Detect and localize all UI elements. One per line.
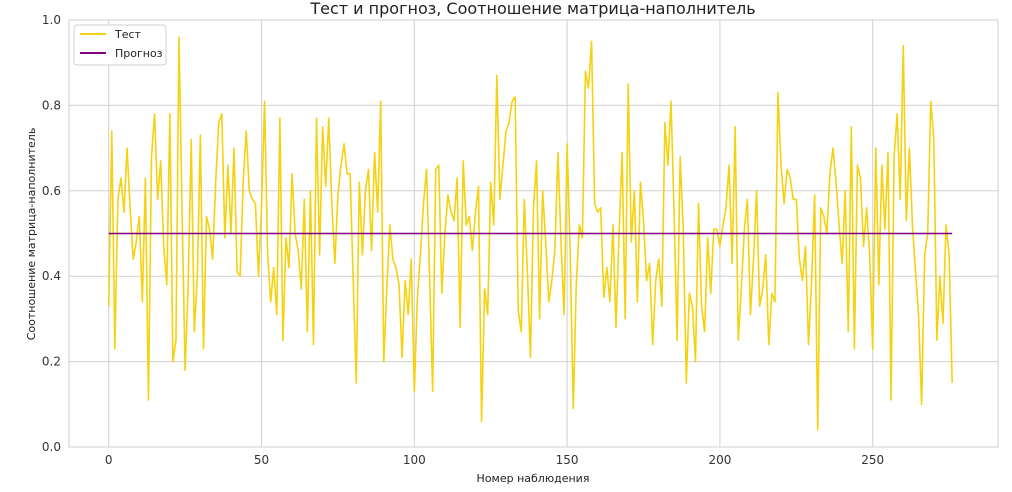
y-axis-label: Соотношение матрица-наполнитель [25, 128, 38, 341]
y-tick-label: 1.0 [42, 13, 61, 27]
x-tick-label: 0 [105, 453, 113, 467]
y-tick-label: 0.4 [42, 269, 61, 283]
y-tick-label: 0.6 [42, 184, 61, 198]
x-tick-labels: 0 50 100 150 200 250 [105, 453, 884, 467]
x-tick-label: 250 [861, 453, 884, 467]
x-tick-label: 150 [556, 453, 579, 467]
y-tick-labels: 0.0 0.2 0.4 0.6 0.8 1.0 [42, 13, 61, 454]
x-axis-label: Номер наблюдения [477, 472, 590, 485]
y-tick-label: 0.8 [42, 98, 61, 112]
series-test-line [107, 36, 953, 431]
chart-title: Тест и прогноз, Соотношение матрица-напо… [309, 0, 755, 18]
legend: Тест Прогноз [73, 24, 167, 66]
legend-label-test: Тест [114, 28, 142, 41]
y-tick-label: 0.0 [42, 440, 61, 454]
x-tick-label: 200 [708, 453, 731, 467]
x-tick-label: 50 [254, 453, 269, 467]
series-lines [107, 36, 953, 431]
y-tick-label: 0.2 [42, 355, 61, 369]
x-tick-label: 100 [403, 453, 426, 467]
legend-label-forecast: Прогноз [115, 47, 163, 60]
